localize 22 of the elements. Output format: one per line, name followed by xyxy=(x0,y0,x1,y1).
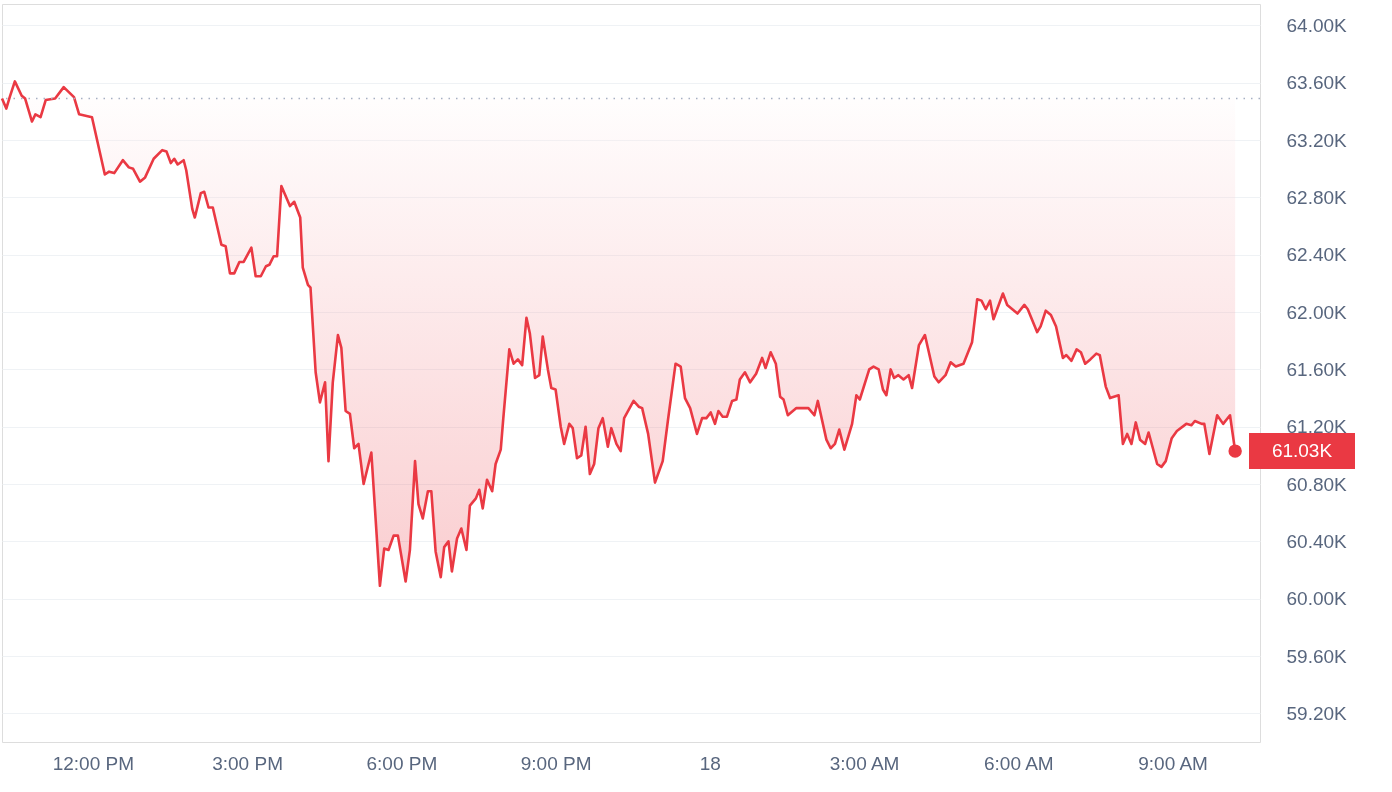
x-tick-label: 9:00 AM xyxy=(1138,752,1208,774)
y-tick-label: 61.60K xyxy=(1286,358,1348,380)
x-tick-label: 9:00 PM xyxy=(520,752,592,774)
x-tick-label: 3:00 PM xyxy=(212,752,283,774)
y-tick-label: 62.00K xyxy=(1286,301,1348,323)
annotation: 61.03K xyxy=(1271,440,1333,462)
x-tick-label: 6:00 PM xyxy=(366,752,438,774)
x-tick-label: 6:00 AM xyxy=(983,752,1054,774)
x-tick-label: 3:00 AM xyxy=(829,752,900,774)
y-tick-label: 63.20K xyxy=(1286,129,1348,151)
y-tick-label: 64.00K xyxy=(1286,15,1348,36)
y-tick-label: 62.40K xyxy=(1286,244,1348,266)
y-tick-label: 62.80K xyxy=(1286,186,1348,208)
y-tick-label: 60.40K xyxy=(1286,530,1348,552)
x-tick-label: 12:00 PM xyxy=(52,752,134,774)
y-tick-label: 59.60K xyxy=(1286,645,1348,667)
y-tick-label: 59.20K xyxy=(1286,702,1348,724)
x-tick-label: 18 xyxy=(699,752,721,774)
y-tick-label: 61.20K xyxy=(1286,416,1348,438)
y-tick-label: 60.80K xyxy=(1286,473,1348,495)
y-tick-label: 60.00K xyxy=(1286,588,1348,610)
y-tick-label: 63.60K xyxy=(1286,72,1348,94)
